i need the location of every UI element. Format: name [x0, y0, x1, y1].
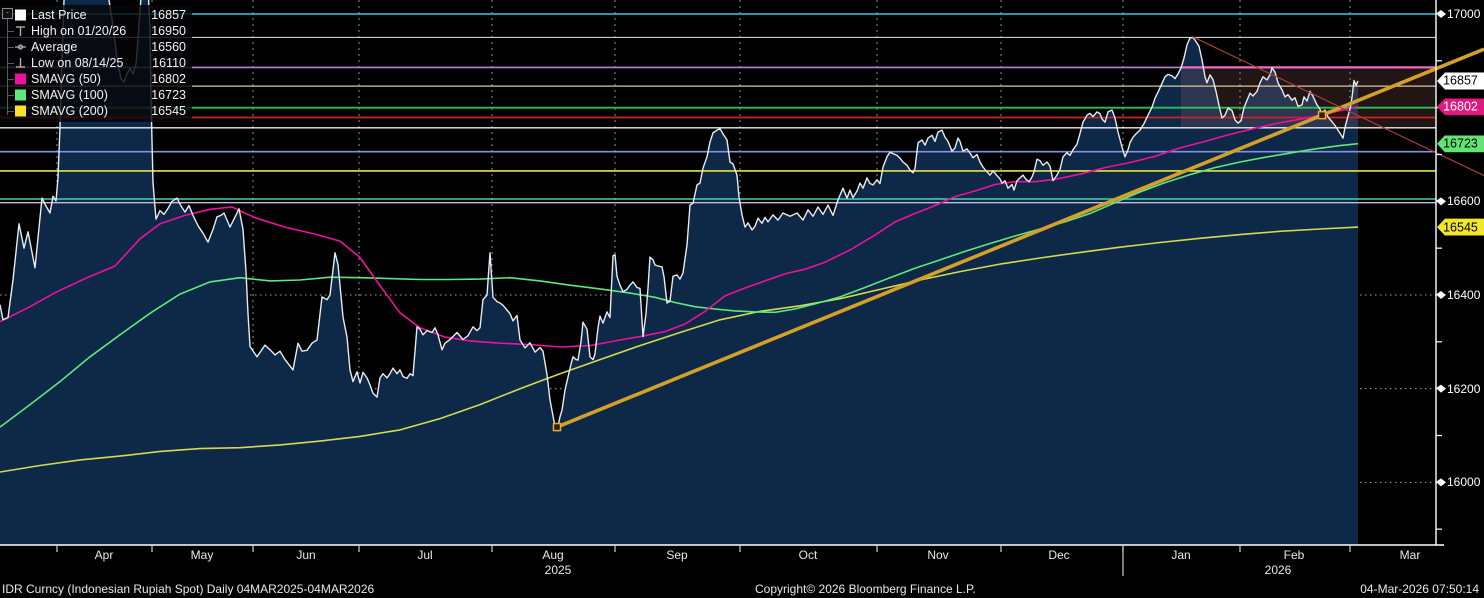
legend-label: SMAVG (100)	[31, 88, 108, 102]
y-axis-label-16400: 16400	[1447, 287, 1481, 302]
legend-tree-stub	[8, 31, 14, 32]
price-tag-16857: 16857	[1437, 72, 1484, 90]
month-label-sep: Sep	[666, 548, 688, 562]
smavg100-swatch-icon	[14, 89, 27, 101]
smavg50-swatch-icon	[14, 73, 27, 85]
month-label-feb: Feb	[1283, 548, 1305, 562]
legend-row-average[interactable]: Average 16560	[0, 39, 192, 55]
copyright-text: Copyright© 2026 Bloomberg Finance L.P.	[755, 582, 976, 596]
legend-value: 16723	[151, 88, 186, 102]
price-area-fill	[0, 0, 1358, 545]
month-label-aug: Aug	[542, 548, 564, 562]
chart-legend[interactable]: - Last Price 16857 High on 01/20/26 16950 Av…	[0, 5, 192, 122]
legend-tree-line	[7, 19, 8, 115]
legend-label: Average	[31, 40, 78, 54]
sma50-line[interactable]	[0, 105, 1359, 348]
legend-tree-stub	[8, 79, 14, 80]
smavg200-swatch-icon	[14, 105, 27, 117]
legend-value: 16857	[151, 8, 186, 22]
axis-arrow-tick	[1436, 290, 1446, 299]
y-axis-label-16200: 16200	[1447, 381, 1481, 396]
month-label-nov: Nov	[927, 548, 949, 562]
y-axis-label-16000: 16000	[1447, 475, 1481, 490]
month-label-jan: Jan	[1171, 548, 1191, 562]
month-label-dec: Dec	[1048, 548, 1070, 562]
axis-arrow-tick	[1436, 197, 1446, 206]
legend-value: 16545	[151, 104, 186, 118]
legend-label: Low on 08/14/25	[31, 56, 124, 70]
low-marker-icon	[14, 58, 27, 69]
legend-row-smavg50[interactable]: SMAVG (50) 16802	[0, 71, 192, 87]
year-label-2025: 2025	[544, 563, 572, 577]
legend-row-smavg100[interactable]: SMAVG (100) 16723	[0, 87, 192, 103]
legend-label: SMAVG (200)	[31, 104, 108, 118]
gold-support-trendline[interactable]	[556, 47, 1484, 429]
legend-value: 16560	[151, 40, 186, 54]
month-label-jul: Jul	[417, 548, 433, 562]
average-marker-icon	[14, 42, 27, 53]
legend-collapse-icon[interactable]: -	[2, 8, 13, 19]
legend-row-high[interactable]: High on 01/20/26 16950	[0, 23, 192, 39]
month-label-mar: Mar	[1399, 548, 1421, 562]
price-tag-16802: 16802	[1437, 98, 1484, 116]
high-marker-icon	[14, 26, 27, 37]
legend-label: High on 01/20/26	[31, 24, 127, 38]
sma100-line[interactable]	[0, 142, 1359, 428]
legend-label: Last Price	[31, 8, 87, 22]
axis-arrow-tick	[1436, 384, 1446, 393]
legend-tree-stub	[8, 63, 14, 64]
plot-area[interactable]	[0, 0, 1436, 545]
last-price-swatch-icon	[14, 9, 27, 21]
legend-row-last-price[interactable]: Last Price 16857	[0, 7, 192, 23]
y-axis-label-17000: 17000	[1447, 7, 1481, 21]
trendline-handle[interactable]	[552, 422, 562, 432]
last-price-line[interactable]	[0, 0, 1359, 432]
legend-tree-stub	[8, 95, 14, 96]
month-label-apr: Apr	[94, 548, 114, 562]
year-label-2026: 2026	[1264, 563, 1292, 577]
legend-row-smavg200[interactable]: SMAVG (200) 16545	[0, 103, 192, 119]
price-tag-16545: 16545	[1437, 218, 1484, 236]
legend-tree-stub	[8, 111, 14, 112]
y-axis-label-16600: 16600	[1447, 194, 1481, 209]
legend-row-low[interactable]: Low on 08/14/25 16110	[0, 55, 192, 71]
legend-value: 16110	[152, 56, 186, 70]
month-label-jun: Jun	[296, 548, 316, 562]
legend-label: SMAVG (50)	[31, 72, 101, 86]
status-bar: IDR Curncy (Indonesian Rupiah Spot) Dail…	[0, 579, 1484, 598]
axis-arrow-tick	[1436, 10, 1446, 18]
legend-tree-stub	[8, 47, 14, 48]
legend-value: 16950	[151, 24, 186, 38]
month-label-may: May	[190, 548, 214, 562]
security-description: IDR Curncy (Indonesian Rupiah Spot) Dail…	[2, 582, 375, 596]
sma200-line[interactable]	[0, 226, 1359, 473]
trendline-handle[interactable]	[1317, 110, 1327, 120]
legend-value: 16802	[151, 72, 186, 86]
price-tag-16723: 16723	[1437, 135, 1484, 153]
axis-arrow-tick	[1436, 478, 1446, 487]
month-label-oct: Oct	[798, 548, 818, 562]
timestamp: 04-Mar-2026 07:50:14	[1360, 582, 1479, 596]
